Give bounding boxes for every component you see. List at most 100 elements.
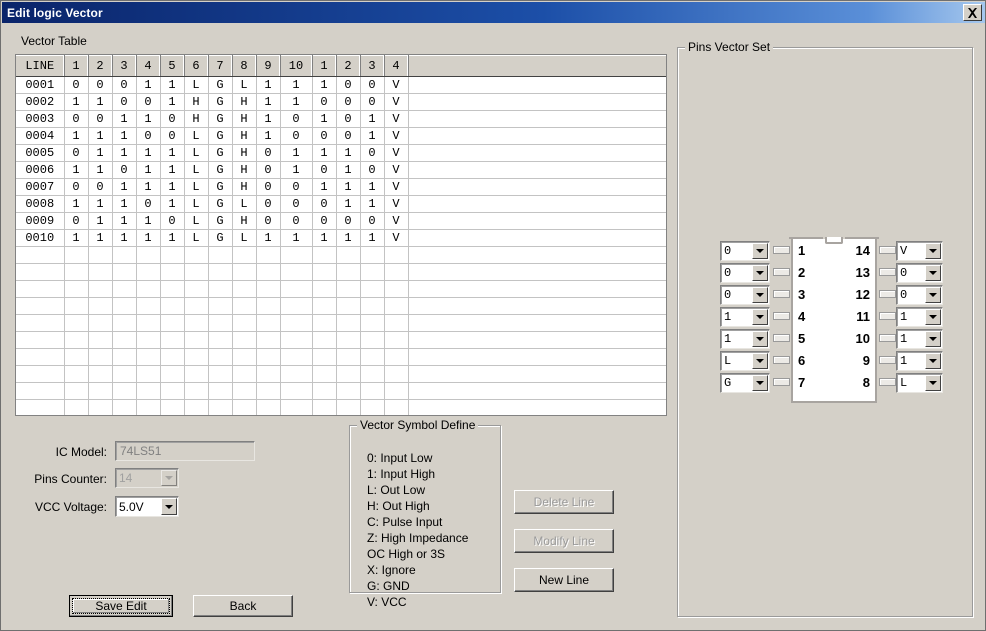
vector-cell[interactable]: 1 <box>112 127 137 145</box>
vector-cell-empty[interactable] <box>88 280 113 298</box>
left-pin-select-4[interactable]: 1 <box>720 307 770 327</box>
vector-cell[interactable]: 0 <box>336 93 361 111</box>
vector-cell[interactable]: 1 <box>160 229 185 247</box>
vector-cell-empty[interactable] <box>112 331 137 349</box>
vector-cell-empty[interactable] <box>16 382 65 400</box>
table-row[interactable]: 0008 1 1 1 0 1 L G L 0 0 0 1 1 V <box>16 195 666 213</box>
vector-cell[interactable]: 1 <box>256 127 281 145</box>
vector-line-number[interactable]: 0008 <box>16 195 65 213</box>
vector-cell[interactable]: 0 <box>64 178 89 196</box>
vector-table-col-header[interactable]: 4 <box>384 55 409 77</box>
vector-cell[interactable]: 1 <box>336 144 361 162</box>
vector-cell-empty[interactable] <box>336 399 361 415</box>
vector-cell[interactable]: L <box>232 76 257 94</box>
vcc-voltage-select[interactable]: 5.0V <box>115 496 179 517</box>
vector-cell-empty[interactable] <box>360 297 385 315</box>
vector-table-col-header[interactable]: 7 <box>208 55 233 77</box>
vector-cell-empty[interactable] <box>160 314 185 332</box>
vector-cell[interactable]: 1 <box>256 110 281 128</box>
vector-cell[interactable]: 1 <box>312 144 337 162</box>
vector-cell[interactable]: 0 <box>256 161 281 179</box>
table-row-empty[interactable] <box>16 263 666 281</box>
table-row[interactable]: 0005 0 1 1 1 1 L G H 0 1 1 1 0 V <box>16 144 666 162</box>
vector-cell-empty[interactable] <box>336 331 361 349</box>
vector-cell[interactable]: 1 <box>256 93 281 111</box>
close-icon[interactable] <box>963 4 982 21</box>
vector-cell[interactable]: 1 <box>280 144 313 162</box>
vector-cell[interactable]: 1 <box>88 93 113 111</box>
vector-cell[interactable]: H <box>232 127 257 145</box>
vector-cell[interactable]: 0 <box>64 110 89 128</box>
vector-cell-empty[interactable] <box>336 382 361 400</box>
vector-cell-empty[interactable] <box>256 314 281 332</box>
vector-cell[interactable]: 1 <box>336 178 361 196</box>
vector-cell-empty[interactable] <box>208 314 233 332</box>
vector-cell-empty[interactable] <box>280 297 313 315</box>
vector-cell-empty[interactable] <box>64 382 89 400</box>
vector-cell-empty[interactable] <box>64 365 89 383</box>
vector-table-col-header[interactable]: 2 <box>336 55 361 77</box>
vector-cell-empty[interactable] <box>16 297 65 315</box>
ic-model-field[interactable]: 74LS51 <box>115 441 255 461</box>
vector-cell-empty[interactable] <box>88 331 113 349</box>
vector-cell[interactable]: 0 <box>112 76 137 94</box>
vector-cell-empty[interactable] <box>312 297 337 315</box>
vector-cell[interactable]: 1 <box>64 195 89 213</box>
vector-cell-empty[interactable] <box>232 382 257 400</box>
vector-cell-empty[interactable] <box>136 331 161 349</box>
vector-cell-empty[interactable] <box>232 331 257 349</box>
vector-table-col-header[interactable]: 9 <box>256 55 281 77</box>
vector-cell-empty[interactable] <box>160 348 185 366</box>
vector-cell-empty[interactable] <box>280 399 313 415</box>
vector-cell[interactable]: H <box>232 178 257 196</box>
vector-cell[interactable]: 1 <box>256 76 281 94</box>
vector-cell-empty[interactable] <box>184 399 209 415</box>
vector-cell[interactable]: 1 <box>160 195 185 213</box>
vector-line-number[interactable]: 0007 <box>16 178 65 196</box>
vector-cell[interactable]: 1 <box>136 178 161 196</box>
vector-cell-empty[interactable] <box>312 382 337 400</box>
vector-cell-empty[interactable] <box>312 365 337 383</box>
table-row[interactable]: 0009 0 1 1 1 0 L G H 0 0 0 0 0 V <box>16 212 666 230</box>
vector-cell-empty[interactable] <box>184 280 209 298</box>
vector-cell-empty[interactable] <box>16 399 65 415</box>
vector-cell[interactable]: 1 <box>360 229 385 247</box>
vector-cell-empty[interactable] <box>256 280 281 298</box>
vector-cell-empty[interactable] <box>160 365 185 383</box>
vector-cell[interactable]: V <box>384 195 409 213</box>
vector-cell-empty[interactable] <box>360 263 385 281</box>
vector-cell[interactable]: V <box>384 76 409 94</box>
vector-cell[interactable]: V <box>384 110 409 128</box>
vector-cell-empty[interactable] <box>312 280 337 298</box>
vector-cell[interactable]: 1 <box>360 195 385 213</box>
vector-cell-empty[interactable] <box>160 399 185 415</box>
vector-cell[interactable]: 0 <box>280 195 313 213</box>
vector-cell-empty[interactable] <box>384 280 409 298</box>
vector-cell-empty[interactable] <box>136 348 161 366</box>
vector-cell-empty[interactable] <box>112 246 137 264</box>
vector-cell-empty[interactable] <box>360 331 385 349</box>
vector-cell-empty[interactable] <box>384 348 409 366</box>
vector-cell-empty[interactable] <box>16 280 65 298</box>
vector-cell[interactable]: 1 <box>336 195 361 213</box>
vector-cell[interactable]: H <box>232 144 257 162</box>
vector-cell-empty[interactable] <box>360 399 385 415</box>
vector-cell[interactable]: 0 <box>256 212 281 230</box>
vector-cell-empty[interactable] <box>256 297 281 315</box>
vector-cell-empty[interactable] <box>256 263 281 281</box>
vector-cell[interactable]: 1 <box>360 110 385 128</box>
vector-cell-empty[interactable] <box>112 382 137 400</box>
vector-cell-empty[interactable] <box>184 263 209 281</box>
vector-cell[interactable]: 1 <box>280 229 313 247</box>
vector-cell-empty[interactable] <box>384 331 409 349</box>
vector-cell[interactable]: H <box>232 110 257 128</box>
vector-cell[interactable]: 1 <box>136 76 161 94</box>
vector-cell-empty[interactable] <box>256 365 281 383</box>
vector-cell-empty[interactable] <box>64 246 89 264</box>
vector-cell-empty[interactable] <box>232 399 257 415</box>
vector-cell-empty[interactable] <box>160 382 185 400</box>
vector-cell-empty[interactable] <box>112 399 137 415</box>
vector-cell-empty[interactable] <box>184 331 209 349</box>
vector-cell[interactable]: L <box>232 229 257 247</box>
vector-cell[interactable]: 1 <box>64 127 89 145</box>
